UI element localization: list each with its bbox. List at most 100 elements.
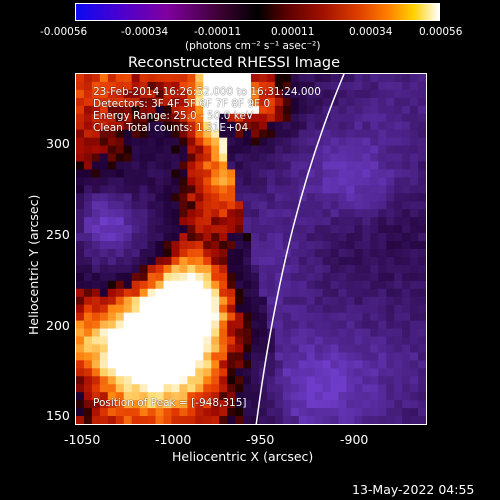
image-pixel	[314, 256, 324, 266]
image-pixel	[163, 169, 173, 178]
image-pixel	[211, 129, 220, 139]
image-pixel	[91, 97, 101, 107]
image-pixel	[171, 89, 180, 99]
image-pixel	[76, 129, 85, 139]
image-pixel	[187, 217, 196, 226]
image-pixel	[171, 161, 180, 171]
image-pixel	[338, 177, 348, 186]
image-pixel	[338, 312, 348, 322]
image-pixel	[338, 217, 348, 226]
image-pixel	[171, 74, 180, 83]
image-pixel	[346, 392, 355, 401]
image-pixel	[131, 233, 141, 242]
image-pixel	[171, 304, 180, 314]
image-pixel	[322, 392, 332, 401]
image-pixel	[155, 376, 165, 385]
image-pixel	[266, 320, 276, 330]
image-pixel	[410, 328, 419, 338]
image-pixel	[410, 113, 419, 123]
image-pixel	[306, 105, 316, 115]
image-pixel	[378, 304, 387, 314]
image-pixel	[243, 233, 252, 242]
image-pixel	[235, 280, 244, 290]
image-pixel	[99, 89, 109, 99]
image-pixel	[338, 225, 348, 234]
info-line: 23-Feb-2014 16:26:52.000 to 16:31:24.000	[93, 86, 321, 98]
image-pixel	[91, 217, 101, 226]
image-pixel	[338, 360, 348, 369]
image-pixel	[282, 264, 292, 274]
image-pixel	[235, 384, 244, 393]
image-pixel	[258, 209, 268, 218]
image-pixel	[195, 312, 204, 322]
image-pixel	[91, 201, 101, 210]
image-pixel	[418, 360, 426, 369]
image-pixel	[139, 272, 149, 282]
image-pixel	[322, 105, 332, 115]
image-pixel	[274, 105, 284, 115]
image-pixel	[147, 241, 157, 250]
image-pixel	[139, 177, 149, 186]
image-pixel	[163, 312, 173, 322]
image-pixel	[147, 352, 157, 361]
image-pixel	[306, 376, 316, 385]
image-pixel	[346, 113, 355, 123]
image-pixel	[338, 121, 348, 131]
image-pixel	[83, 392, 93, 401]
image-pixel	[298, 249, 308, 258]
image-pixel	[147, 209, 157, 218]
image-pixel	[131, 368, 141, 377]
image-pixel	[418, 233, 426, 242]
image-pixel	[235, 296, 244, 306]
image-pixel	[83, 74, 93, 83]
image-pixel	[362, 233, 371, 242]
image-pixel	[346, 177, 355, 186]
image-pixel	[370, 336, 379, 346]
image-pixel	[322, 320, 332, 330]
image-pixel	[410, 121, 419, 131]
image-pixel	[123, 304, 133, 314]
image-pixel	[386, 209, 395, 218]
image-pixel	[251, 264, 260, 274]
image-pixel	[211, 201, 220, 210]
image-pixel	[386, 392, 395, 401]
image-pixel	[274, 177, 284, 186]
image-pixel	[195, 97, 204, 107]
image-pixel	[219, 81, 228, 91]
image-pixel	[354, 272, 363, 282]
image-pixel	[282, 352, 292, 361]
image-pixel	[346, 384, 355, 393]
image-pixel	[394, 249, 403, 258]
image-pixel	[187, 392, 196, 401]
image-pixel	[131, 352, 141, 361]
image-pixel	[290, 193, 300, 202]
image-pixel	[171, 185, 180, 194]
image-pixel	[346, 249, 355, 258]
image-pixel	[211, 169, 220, 178]
image-pixel	[155, 225, 165, 234]
image-pixel	[99, 225, 109, 234]
image-pixel	[211, 256, 220, 266]
image-pixel	[219, 153, 228, 163]
image-pixel	[394, 89, 403, 99]
image-pixel	[107, 376, 117, 385]
image-pixel	[227, 74, 236, 83]
image-pixel	[91, 392, 101, 401]
image-pixel	[235, 145, 244, 155]
image-pixel	[187, 288, 196, 298]
image-pixel	[402, 169, 411, 178]
image-pixel	[203, 241, 212, 250]
image-pixel	[195, 217, 204, 226]
image-pixel	[187, 177, 196, 186]
image-pixel	[266, 113, 276, 123]
image-pixel	[394, 153, 403, 163]
image-pixel	[402, 193, 411, 202]
image-pixel	[394, 105, 403, 115]
image-pixel	[155, 296, 165, 306]
image-pixel	[370, 272, 379, 282]
image-pixel	[330, 177, 340, 186]
image-pixel	[418, 352, 426, 361]
image-pixel	[346, 209, 355, 218]
image-pixel	[115, 233, 125, 242]
image-pixel	[76, 113, 85, 123]
